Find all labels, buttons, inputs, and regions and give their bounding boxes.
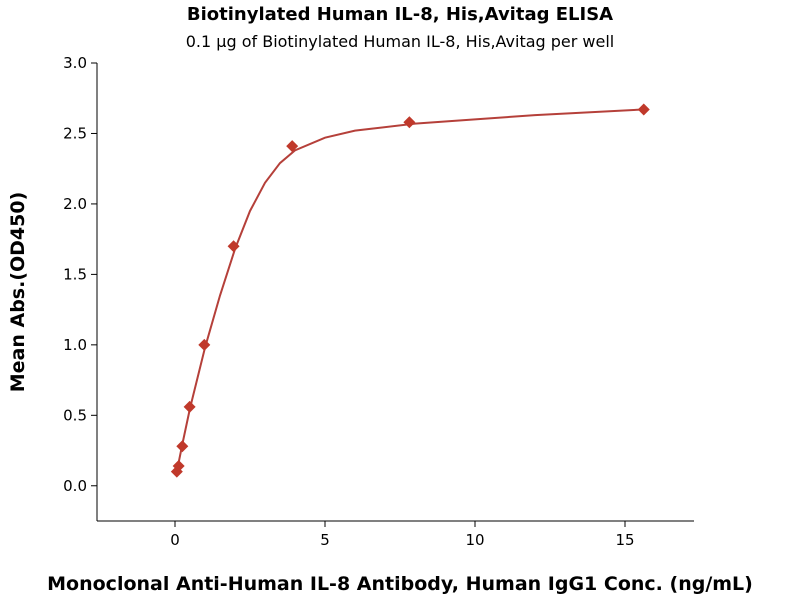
x-tick-label: 10 [465, 531, 484, 549]
chart-title: Biotinylated Human IL-8, His,Avitag ELIS… [187, 4, 613, 25]
data-point [198, 338, 211, 351]
y-tick-label: 2.0 [63, 195, 87, 213]
y-axis-label: Mean Abs.(OD450) [7, 192, 29, 393]
y-tick-label: 2.5 [63, 124, 87, 142]
y-tick-label: 1.5 [63, 265, 87, 283]
data-point [227, 240, 240, 253]
data-point [172, 460, 185, 473]
y-tick-label: 3.0 [63, 54, 87, 72]
data-point [176, 440, 189, 453]
data-point [403, 116, 416, 129]
x-tick-label: 15 [615, 531, 634, 549]
chart-subtitle: 0.1 μg of Biotinylated Human IL-8, His,A… [186, 32, 615, 51]
fit-curve [175, 108, 644, 472]
y-tick-label: 1.0 [63, 336, 87, 354]
data-point [286, 140, 299, 153]
y-tick-label: 0.0 [63, 477, 87, 495]
x-axis-label: Monoclonal Anti-Human IL-8 Antibody, Hum… [47, 573, 753, 595]
y-tick-label: 0.5 [63, 406, 87, 424]
data-point [637, 103, 650, 116]
x-tick-label: 5 [320, 531, 330, 549]
x-tick-label: 0 [170, 531, 180, 549]
data-point [183, 400, 196, 413]
